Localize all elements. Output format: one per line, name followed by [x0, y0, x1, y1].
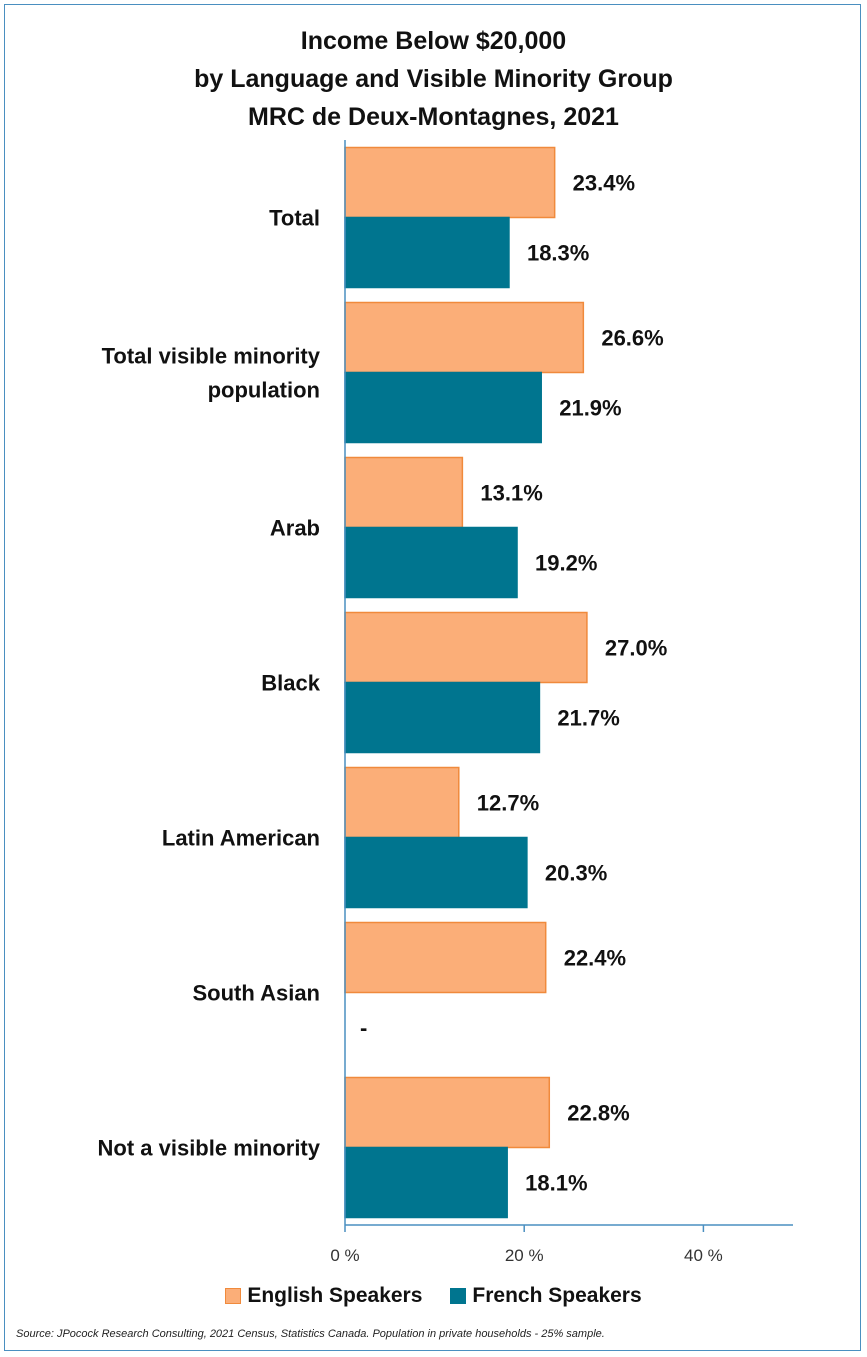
value-label-english-6: 22.8% [567, 1101, 629, 1126]
legend-label-french: French Speakers [472, 1284, 642, 1307]
category-label-1-line-1: population [208, 378, 320, 403]
value-label-french-3: 21.7% [557, 706, 619, 731]
x-tick-label-1: 20 % [505, 1246, 544, 1265]
bar-french-3 [344, 681, 541, 754]
value-label-english-5: 22.4% [564, 946, 626, 971]
chart-frame [4, 4, 861, 1351]
category-label-2: Arab [270, 516, 320, 541]
bar-english-1 [344, 301, 585, 374]
legend-swatch-english [225, 1288, 242, 1304]
bar-french-6 [344, 1146, 508, 1219]
value-label-english-3: 27.0% [605, 636, 667, 661]
value-label-english-4: 12.7% [477, 791, 539, 816]
bar-french-2 [344, 526, 518, 599]
bar-english-0 [344, 146, 556, 219]
category-label-1-line-0: Total visible minority [102, 344, 321, 369]
category-label-0: Total [269, 206, 320, 231]
legend-item-french: French Speakers [450, 1284, 642, 1308]
value-label-french-2: 19.2% [535, 551, 597, 576]
chart-title-line-2: by Language and Visible Minority Group [194, 65, 673, 93]
chart-legend: English Speakers French Speakers [0, 1284, 867, 1308]
bar-english-2 [344, 456, 464, 529]
bar-french-1 [344, 371, 542, 444]
value-label-french-1: 21.9% [559, 396, 621, 421]
x-tick-label-2: 40 % [684, 1246, 723, 1265]
category-label-6: Not a visible minority [98, 1136, 321, 1161]
value-label-french-5: - [360, 1016, 367, 1041]
source-note: Source: JPocock Research Consulting, 202… [16, 1328, 605, 1340]
legend-item-english: English Speakers [225, 1284, 422, 1308]
category-label-5: South Asian [192, 981, 320, 1006]
legend-label-english: English Speakers [247, 1284, 423, 1307]
value-label-english-2: 13.1% [480, 481, 542, 506]
bar-french-4 [344, 836, 528, 909]
bar-english-4 [344, 766, 460, 839]
value-label-french-6: 18.1% [525, 1171, 587, 1196]
value-label-french-0: 18.3% [527, 241, 589, 266]
bar-english-6 [344, 1076, 551, 1149]
value-label-english-1: 26.6% [601, 326, 663, 351]
legend-swatch-french [450, 1288, 467, 1304]
bar-english-3 [344, 611, 588, 684]
chart-title: Income Below $20,000 by Language and Vis… [0, 22, 867, 136]
chart-title-line-3: MRC de Deux-Montagnes, 2021 [248, 103, 619, 131]
bar-english-5 [344, 921, 547, 994]
value-label-french-4: 20.3% [545, 861, 607, 886]
bar-french-0 [344, 216, 510, 289]
x-tick-label-0: 0 % [330, 1246, 359, 1265]
chart-title-line-1: Income Below $20,000 [300, 27, 567, 55]
category-label-4: Latin American [162, 826, 320, 851]
value-label-english-0: 23.4% [573, 171, 635, 196]
category-label-3: Black [261, 671, 320, 696]
